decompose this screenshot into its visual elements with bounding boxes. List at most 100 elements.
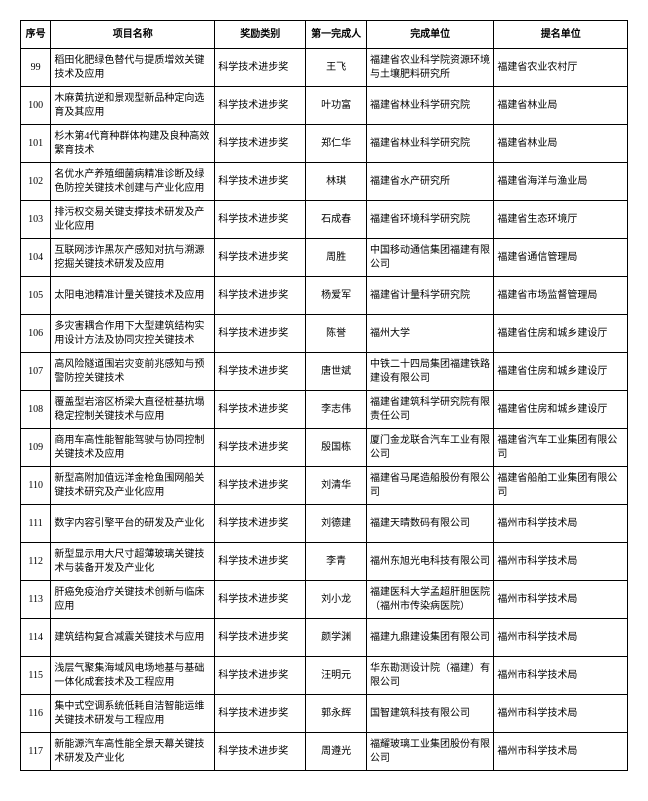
cell-unit: 福建省计量科学研究院 <box>366 277 493 315</box>
cell-name: 肝癌免疫治疗关键技术创新与临床应用 <box>51 581 215 619</box>
header-name: 项目名称 <box>51 21 215 49</box>
cell-award: 科学技术进步奖 <box>215 125 306 163</box>
cell-nominator: 福建省通信管理局 <box>494 239 628 277</box>
cell-person: 陈誉 <box>306 315 367 353</box>
cell-award: 科学技术进步奖 <box>215 619 306 657</box>
cell-person: 郭永辉 <box>306 695 367 733</box>
cell-award: 科学技术进步奖 <box>215 429 306 467</box>
cell-seq: 113 <box>21 581 51 619</box>
header-nominator: 提名单位 <box>494 21 628 49</box>
cell-unit: 中铁二十四局集团福建铁路建设有限公司 <box>366 353 493 391</box>
cell-nominator: 福州市科学技术局 <box>494 543 628 581</box>
cell-name: 集中式空调系统低耗自洁智能运维关键技术研发与工程应用 <box>51 695 215 733</box>
cell-name: 太阳电池精准计量关键技术及应用 <box>51 277 215 315</box>
cell-nominator: 福建省林业局 <box>494 125 628 163</box>
cell-award: 科学技术进步奖 <box>215 467 306 505</box>
cell-unit: 福建省马尾造船股份有限公司 <box>366 467 493 505</box>
table-row: 117新能源汽车高性能全景天幕关键技术研发及产业化科学技术进步奖周遵光福耀玻璃工… <box>21 733 628 771</box>
cell-nominator: 福建省船舶工业集团有限公司 <box>494 467 628 505</box>
cell-nominator: 福州市科学技术局 <box>494 733 628 771</box>
table-row: 102名优水产养殖细菌病精准诊断及绿色防控关键技术创建与产业化应用科学技术进步奖… <box>21 163 628 201</box>
cell-unit: 福建省建筑科学研究院有限责任公司 <box>366 391 493 429</box>
award-table: 序号项目名称奖励类别第一完成人完成单位提名单位 99稻田化肥绿色替代与提质增效关… <box>20 20 628 771</box>
cell-seq: 103 <box>21 201 51 239</box>
cell-person: 殷国栋 <box>306 429 367 467</box>
header-seq: 序号 <box>21 21 51 49</box>
cell-name: 杉木第4代育种群体构建及良种高效繁育技术 <box>51 125 215 163</box>
cell-name: 浅层气聚集海域风电场地基与基础一体化成套技术及工程应用 <box>51 657 215 695</box>
cell-name: 稻田化肥绿色替代与提质增效关键技术及应用 <box>51 49 215 87</box>
cell-seq: 112 <box>21 543 51 581</box>
table-row: 106多灾害耦合作用下大型建筑结构实用设计方法及协同灾控关键技术科学技术进步奖陈… <box>21 315 628 353</box>
header-unit: 完成单位 <box>366 21 493 49</box>
table-row: 105太阳电池精准计量关键技术及应用科学技术进步奖杨爱军福建省计量科学研究院福建… <box>21 277 628 315</box>
cell-nominator: 福州市科学技术局 <box>494 657 628 695</box>
cell-award: 科学技术进步奖 <box>215 201 306 239</box>
table-row: 111数字内容引擎平台的研发及产业化科学技术进步奖刘德建福建天晴数码有限公司福州… <box>21 505 628 543</box>
cell-unit: 福建省林业科学研究院 <box>366 87 493 125</box>
table-header: 序号项目名称奖励类别第一完成人完成单位提名单位 <box>21 21 628 49</box>
cell-person: 叶功富 <box>306 87 367 125</box>
cell-unit: 中国移动通信集团福建有限公司 <box>366 239 493 277</box>
cell-nominator: 福州市科学技术局 <box>494 581 628 619</box>
header-person: 第一完成人 <box>306 21 367 49</box>
table-row: 103排污权交易关键支撑技术研发及产业化应用科学技术进步奖石成春福建省环境科学研… <box>21 201 628 239</box>
cell-name: 新型高附加值远洋金枪鱼围网船关键技术研究及产业化应用 <box>51 467 215 505</box>
cell-nominator: 福建省住房和城乡建设厅 <box>494 353 628 391</box>
cell-nominator: 福建省农业农村厅 <box>494 49 628 87</box>
table-row: 104互联网涉诈黑灰产感知对抗与溯源挖掘关键技术研发及应用科学技术进步奖周胜中国… <box>21 239 628 277</box>
table-row: 113肝癌免疫治疗关键技术创新与临床应用科学技术进步奖刘小龙福建医科大学孟超肝胆… <box>21 581 628 619</box>
cell-seq: 117 <box>21 733 51 771</box>
cell-nominator: 福建省汽车工业集团有限公司 <box>494 429 628 467</box>
cell-name: 高风险隧道围岩灾变前兆感知与预警防控关键技术 <box>51 353 215 391</box>
cell-award: 科学技术进步奖 <box>215 87 306 125</box>
cell-name: 建筑结构复合减震关键技术与应用 <box>51 619 215 657</box>
cell-award: 科学技术进步奖 <box>215 657 306 695</box>
cell-award: 科学技术进步奖 <box>215 163 306 201</box>
cell-name: 多灾害耦合作用下大型建筑结构实用设计方法及协同灾控关键技术 <box>51 315 215 353</box>
cell-unit: 福耀玻璃工业集团股份有限公司 <box>366 733 493 771</box>
cell-person: 王飞 <box>306 49 367 87</box>
cell-person: 周遵光 <box>306 733 367 771</box>
cell-award: 科学技术进步奖 <box>215 543 306 581</box>
cell-nominator: 福州市科学技术局 <box>494 619 628 657</box>
cell-seq: 99 <box>21 49 51 87</box>
cell-award: 科学技术进步奖 <box>215 391 306 429</box>
cell-seq: 108 <box>21 391 51 429</box>
cell-award: 科学技术进步奖 <box>215 277 306 315</box>
cell-person: 李志伟 <box>306 391 367 429</box>
cell-award: 科学技术进步奖 <box>215 505 306 543</box>
cell-seq: 116 <box>21 695 51 733</box>
cell-name: 覆盖型岩溶区桥梁大直径桩基抗塌稳定控制关键技术与应用 <box>51 391 215 429</box>
cell-nominator: 福州市科学技术局 <box>494 695 628 733</box>
cell-unit: 福建天晴数码有限公司 <box>366 505 493 543</box>
cell-name: 名优水产养殖细菌病精准诊断及绿色防控关键技术创建与产业化应用 <box>51 163 215 201</box>
cell-person: 刘小龙 <box>306 581 367 619</box>
cell-name: 排污权交易关键支撑技术研发及产业化应用 <box>51 201 215 239</box>
cell-award: 科学技术进步奖 <box>215 733 306 771</box>
cell-person: 刘清华 <box>306 467 367 505</box>
cell-unit: 福建省林业科学研究院 <box>366 125 493 163</box>
cell-person: 颜学渊 <box>306 619 367 657</box>
cell-seq: 115 <box>21 657 51 695</box>
cell-unit: 福州大学 <box>366 315 493 353</box>
cell-seq: 114 <box>21 619 51 657</box>
cell-name: 新能源汽车高性能全景天幕关键技术研发及产业化 <box>51 733 215 771</box>
cell-unit: 福建九鼎建设集团有限公司 <box>366 619 493 657</box>
table-row: 116集中式空调系统低耗自洁智能运维关键技术研发与工程应用科学技术进步奖郭永辉国… <box>21 695 628 733</box>
cell-nominator: 福建省市场监督管理局 <box>494 277 628 315</box>
cell-award: 科学技术进步奖 <box>215 581 306 619</box>
cell-nominator: 福建省林业局 <box>494 87 628 125</box>
header-row: 序号项目名称奖励类别第一完成人完成单位提名单位 <box>21 21 628 49</box>
cell-seq: 101 <box>21 125 51 163</box>
cell-person: 石成春 <box>306 201 367 239</box>
cell-seq: 106 <box>21 315 51 353</box>
table-row: 99稻田化肥绿色替代与提质增效关键技术及应用科学技术进步奖王飞福建省农业科学院资… <box>21 49 628 87</box>
table-row: 114建筑结构复合减震关键技术与应用科学技术进步奖颜学渊福建九鼎建设集团有限公司… <box>21 619 628 657</box>
cell-person: 郑仁华 <box>306 125 367 163</box>
cell-unit: 国智建筑科技有限公司 <box>366 695 493 733</box>
table-row: 112新型显示用大尺寸超薄玻璃关键技术与装备开发及产业化科学技术进步奖李青福州东… <box>21 543 628 581</box>
cell-seq: 105 <box>21 277 51 315</box>
cell-unit: 福建省农业科学院资源环境与土壤肥料研究所 <box>366 49 493 87</box>
cell-seq: 100 <box>21 87 51 125</box>
